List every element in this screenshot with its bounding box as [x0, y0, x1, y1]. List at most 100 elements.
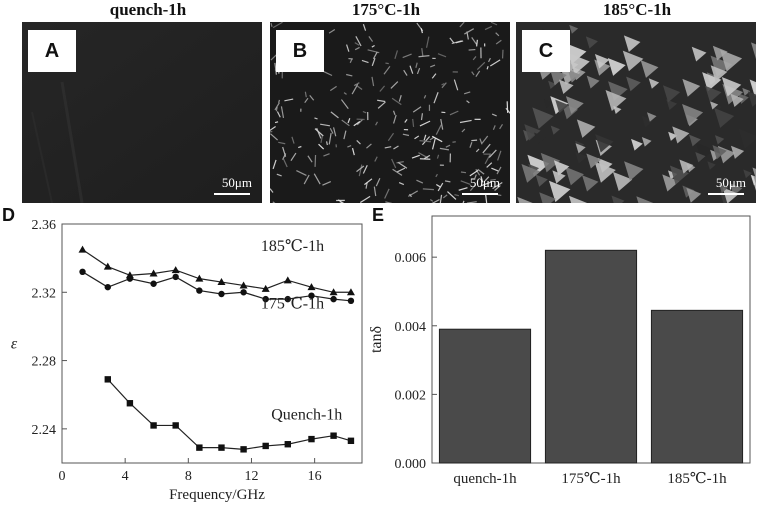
texture-grain	[722, 187, 739, 203]
texture-streak	[421, 136, 431, 146]
texture-streak	[371, 44, 375, 48]
texture-streak	[328, 133, 332, 145]
texture-streak	[481, 135, 489, 144]
data-point-d	[218, 290, 225, 298]
texture-streak	[415, 62, 418, 68]
data-point-d	[78, 245, 87, 253]
x-tick-label-d: 12	[244, 469, 258, 484]
texture-grain	[667, 170, 678, 180]
data-point-d	[196, 444, 203, 451]
texture-grain	[567, 69, 581, 83]
texture-streak	[416, 179, 424, 184]
texture-streak	[346, 73, 353, 77]
texture-streak	[375, 121, 379, 126]
texture-grain	[743, 169, 752, 179]
texture-streak	[491, 167, 499, 172]
texture-streak	[323, 153, 330, 157]
texture-grain	[662, 85, 681, 103]
texture-streak	[272, 201, 276, 203]
texture-grain	[613, 105, 622, 114]
data-point-d	[172, 422, 179, 429]
texture-streak	[482, 143, 491, 154]
texture-streak	[471, 37, 478, 45]
texture-streak	[492, 125, 496, 131]
bar-e	[438, 328, 532, 464]
micrograph-panel-a: A 50μm	[22, 22, 262, 203]
texture-streak	[490, 178, 496, 181]
texture-grain	[586, 75, 600, 89]
texture-streak	[441, 83, 445, 86]
data-point-d	[284, 441, 291, 448]
data-point-d	[196, 287, 203, 294]
texture-streak	[437, 53, 447, 58]
texture-grain	[714, 107, 735, 128]
texture-streak	[270, 133, 279, 141]
micrograph-title-c: 185°C-1h	[602, 0, 672, 19]
texture-grain	[607, 57, 626, 76]
texture-streak	[480, 176, 484, 183]
texture-grain	[576, 119, 596, 138]
texture-streak	[345, 44, 350, 52]
texture-streak	[340, 99, 349, 110]
texture-streak	[435, 124, 442, 135]
texture-streak	[491, 113, 497, 117]
texture-grain	[705, 85, 722, 103]
texture-streak	[356, 140, 361, 145]
texture-streak	[437, 182, 444, 192]
texture-grain	[648, 78, 660, 89]
texture-grain	[672, 126, 690, 144]
texture-streak	[459, 22, 465, 28]
texture-streak	[411, 154, 420, 159]
x-tick-label-e: 185℃-1h	[667, 471, 727, 487]
texture-grain	[586, 153, 602, 169]
texture-streak	[472, 56, 477, 61]
texture-streak	[385, 62, 389, 65]
texture-streak	[439, 147, 450, 151]
scale-label-a: 50μm	[221, 175, 252, 190]
texture-streak	[486, 162, 493, 168]
panel-letter-c: C	[522, 30, 570, 72]
texture-streak	[384, 146, 392, 149]
texture-streak	[272, 22, 283, 29]
texture-grain	[534, 132, 546, 145]
texture-streak	[343, 130, 347, 140]
texture-grain	[662, 174, 680, 192]
y-tick-label-e: 0.004	[395, 320, 427, 335]
texture-streak	[419, 120, 431, 127]
texture-grain	[532, 107, 554, 129]
texture-streak	[476, 61, 486, 70]
texture-streak	[353, 120, 361, 127]
data-point-d	[240, 289, 247, 296]
data-point-d	[104, 376, 111, 383]
texture-grain	[730, 93, 744, 107]
texture-grain	[594, 161, 616, 183]
texture-grain	[575, 151, 588, 164]
texture-streak	[479, 138, 483, 145]
y-tick-label-e: 0.006	[395, 251, 427, 266]
data-point-d	[329, 288, 338, 296]
texture-streak	[435, 183, 441, 188]
texture-grain	[679, 159, 694, 174]
data-point-d	[79, 268, 86, 275]
texture-grain	[605, 90, 627, 111]
texture-streak	[318, 143, 325, 150]
texture-grain	[624, 161, 644, 181]
texture-streak	[347, 118, 351, 124]
data-point-d	[150, 280, 157, 287]
texture-streak	[362, 110, 367, 114]
y-tick-label-d: 2.32	[32, 286, 57, 301]
texture-streak	[391, 158, 397, 169]
texture-grain	[582, 175, 599, 192]
texture-grain	[641, 115, 654, 128]
texture-streak	[296, 170, 307, 177]
texture-grain	[641, 136, 652, 147]
texture-streak	[304, 91, 307, 98]
texture-streak	[372, 51, 378, 60]
data-point-d	[308, 292, 315, 299]
texture-streak	[290, 152, 297, 162]
panel-letter-d: D	[2, 205, 15, 225]
texture-streak	[441, 82, 447, 89]
texture-streak	[282, 158, 288, 168]
y-tick-label-d: 2.28	[32, 355, 57, 370]
